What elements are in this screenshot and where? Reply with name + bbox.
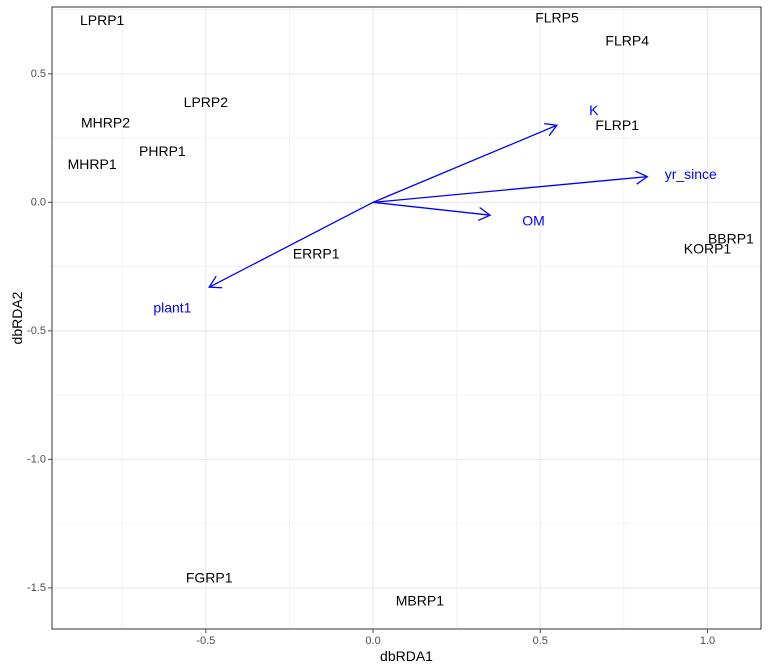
y-axis: -1.5 -1.0 -0.5 0.0 0.5 [27,68,52,594]
y-tick-label: -1.0 [27,453,46,465]
site-label-errp1: ERRP1 [293,246,340,262]
vector-plant1 [208,201,374,289]
site-label-mbrp1: MBRP1 [396,593,444,609]
vector-label-yr-since: yr_since [665,166,717,182]
site-label-lprp1: LPRP1 [80,12,125,28]
site-label-phrp1: PHRP1 [139,143,186,159]
vector-shaft [372,175,648,203]
vector-K [372,122,559,203]
vector-yr-since [372,170,649,203]
vector-arrowhead [208,275,223,289]
site-labels: LPRP1 LPRP2 MHRP2 PHRP1 MHRP1 ERRP1 FLRP5 FLRP4… [68,9,754,608]
vector-OM [372,201,492,222]
y-axis-title: dbRDA2 [9,291,25,344]
vector-label-OM: OM [522,212,545,228]
environmental-vectors [208,122,649,289]
site-label-mhrp2: MHRP2 [81,115,130,131]
vector-arrowhead [477,206,492,222]
vector-shaft [208,201,374,288]
panel-background [52,7,761,629]
y-tick-label: -1.5 [27,582,46,594]
site-label-flrp1: FLRP1 [595,117,639,133]
x-tick-label: 0.5 [533,635,548,647]
site-label-korp1: KORP1 [684,241,732,257]
vector-arrowhead [635,170,649,185]
major-gridlines [52,7,761,629]
site-label-flrp5: FLRP5 [535,9,579,25]
vector-shaft [372,124,558,203]
vector-label-plant1: plant1 [153,300,191,316]
y-tick-label: -0.5 [27,325,46,337]
y-tick-label: 0.5 [31,68,46,80]
minor-gridlines [52,7,761,629]
y-tick-label: 0.0 [31,196,46,208]
plot-panel [52,7,761,629]
x-tick-label: 1.0 [700,635,715,647]
vector-label-K: K [589,102,599,118]
vector-shaft [372,201,491,216]
site-label-bbrp1: BBRP1 [708,230,754,246]
x-tick-label: -0.5 [196,635,215,647]
site-label-mhrp1: MHRP1 [68,156,117,172]
panel-border [51,6,762,630]
site-label-lprp2: LPRP2 [184,94,229,110]
x-tick-label: 0.0 [365,635,380,647]
site-label-fgrp1: FGRP1 [186,570,233,586]
x-axis: -0.5 0.0 0.5 1.0 [196,629,715,647]
x-axis-title: dbRDA1 [380,648,433,664]
site-label-flrp4: FLRP4 [605,32,649,48]
vector-arrowhead [544,122,559,136]
vector-labels: Kyr_since OM plant1 [153,102,717,316]
